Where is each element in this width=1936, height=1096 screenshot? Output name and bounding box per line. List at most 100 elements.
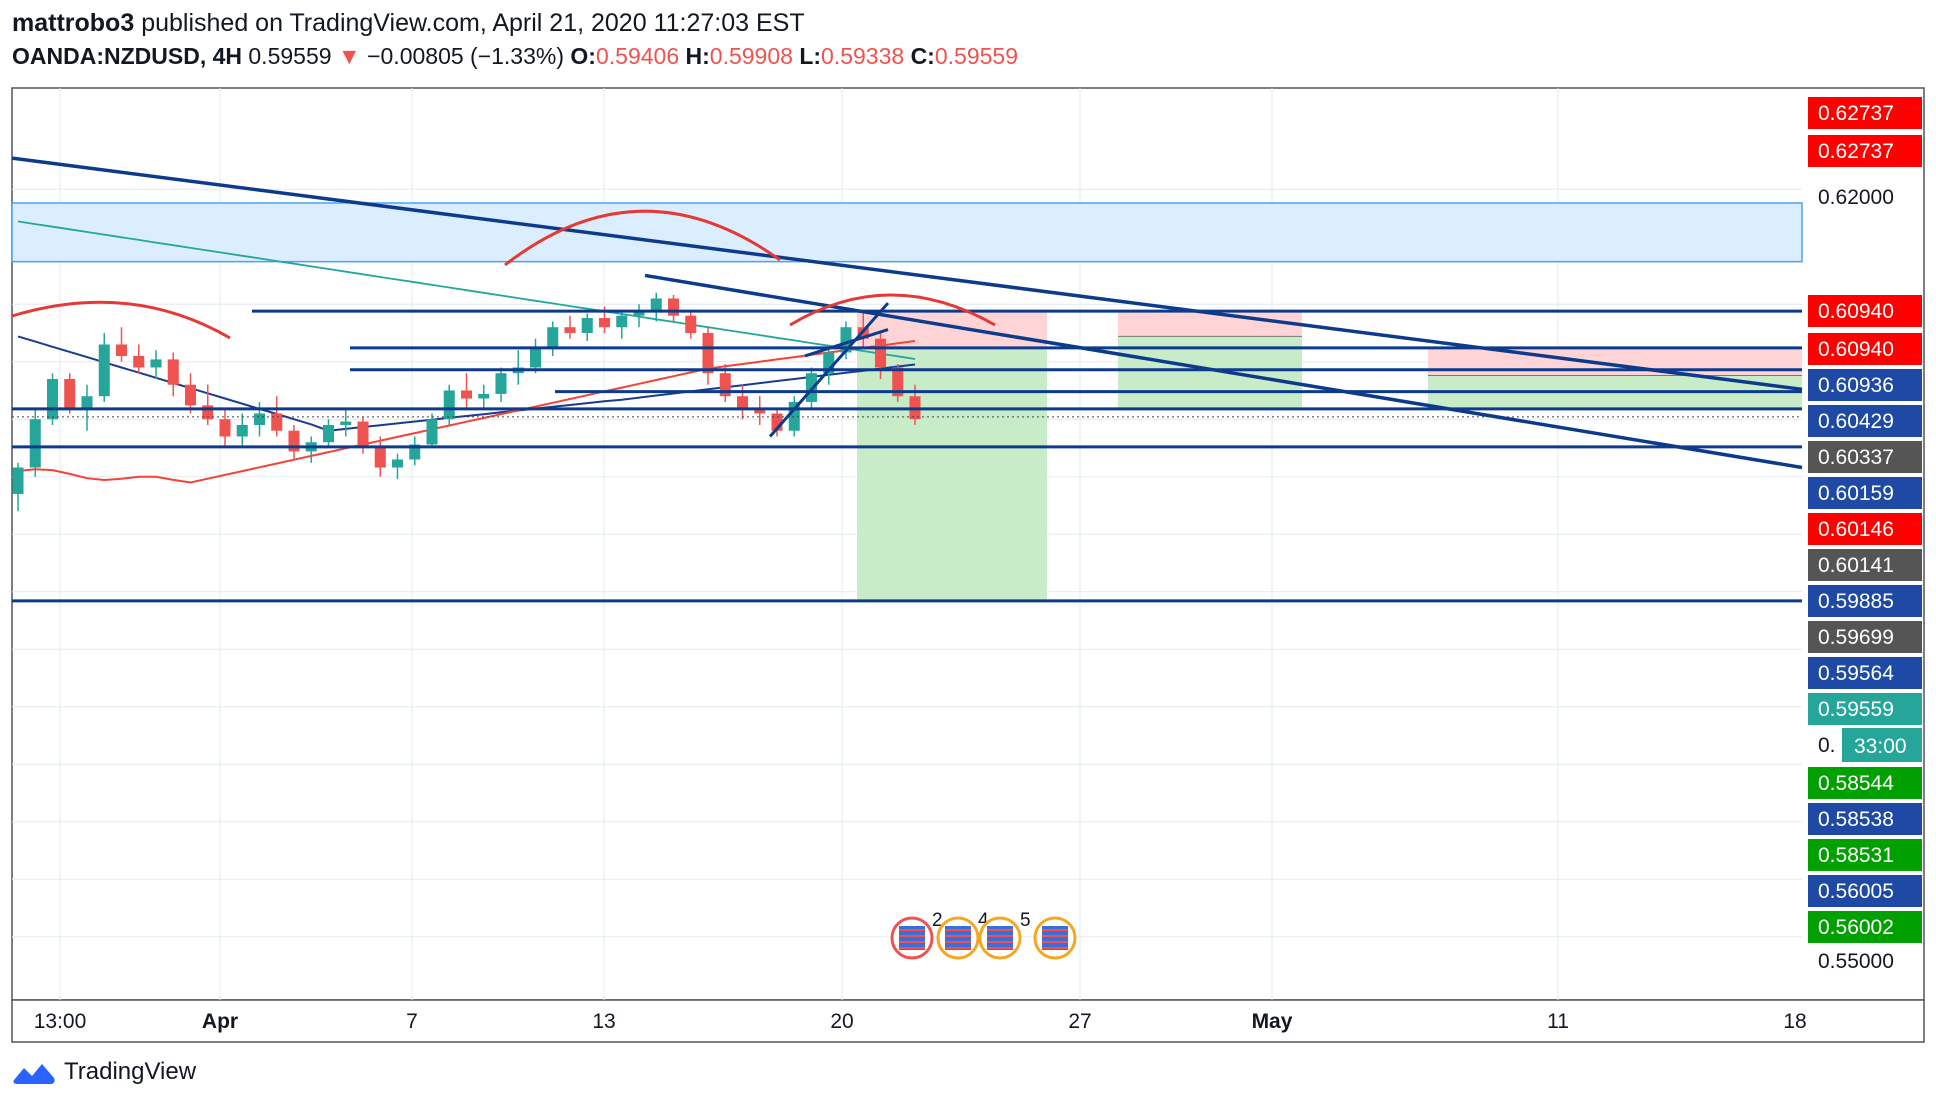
candle [219, 407, 231, 448]
economic-event-flag-icon: 4 [936, 910, 989, 960]
long-trendline [11, 156, 1803, 392]
wedge-lower-line [768, 302, 890, 438]
candle [616, 309, 628, 339]
price-label: 0. [1818, 734, 1836, 757]
time-tick-label: 7 [406, 1010, 418, 1033]
candle-body [581, 318, 593, 333]
open-label: O: [570, 43, 596, 69]
candle [840, 321, 852, 360]
publish-line: mattrobo3 published on TradingView.com, … [12, 6, 1018, 40]
wedge-upper-line [804, 328, 889, 358]
time-tick-label: 13 [592, 1010, 615, 1033]
event-badge-count: 2 [932, 910, 943, 931]
ma-blue-line [17, 335, 916, 432]
candle [823, 347, 835, 385]
candle-body [46, 378, 59, 420]
price-label-text: 0.60337 [1818, 446, 1894, 469]
candle-body [374, 447, 386, 468]
candle-body [426, 419, 438, 445]
candle [443, 384, 455, 425]
price-label-bg [1808, 135, 1922, 167]
candle [374, 436, 386, 477]
price-label: 0.60146 [1808, 513, 1922, 545]
price-label-text: 0.60146 [1818, 518, 1894, 541]
candle [547, 321, 559, 356]
low-value: 0.59338 [821, 43, 905, 69]
price-label: 0.58544 [1808, 767, 1922, 799]
candle-body [167, 359, 179, 385]
candle [702, 327, 714, 385]
candle [650, 292, 662, 322]
candle [391, 453, 404, 480]
position-3-stop-zone [1428, 347, 1802, 376]
price-label-text: 0.62737 [1818, 140, 1894, 163]
price-label: 0.62737 [1808, 135, 1922, 167]
position-2-stop-zone [1118, 311, 1302, 337]
tradingview-footer: TradingView [12, 1058, 196, 1086]
low-label: L: [799, 43, 822, 69]
candle [12, 462, 24, 512]
candle-body [409, 444, 421, 460]
price-label: 0.59885 [1808, 585, 1922, 617]
head-arc [504, 209, 781, 267]
candle-body [460, 390, 473, 399]
candle-body [892, 367, 904, 397]
price-label-text: 0.59564 [1818, 662, 1894, 685]
price-label-text: 0.56005 [1818, 880, 1894, 903]
candle-body [391, 459, 404, 468]
price-label-bg [1808, 405, 1922, 437]
price-label-text: 0. [1818, 734, 1836, 757]
candle [340, 407, 352, 437]
candle-body [115, 344, 128, 356]
candle [771, 407, 783, 437]
event-badge-count: 4 [978, 910, 989, 931]
price-label: 0.58538 [1808, 803, 1922, 835]
candle-body [495, 373, 507, 394]
event-badge-count: 5 [1020, 910, 1031, 931]
candle-body [840, 327, 852, 353]
price-label: 0.60337 [1808, 441, 1922, 473]
candle [115, 327, 128, 362]
time-tick-label: 13:00 [34, 1010, 87, 1033]
candle-body [98, 344, 110, 397]
symbol-label[interactable]: OANDA:NZDUSD, 4H [12, 43, 242, 69]
down-arrow-icon: ▼ [337, 43, 361, 69]
position-1-target-zone [857, 350, 1047, 601]
price-change: −0.00805 (−1.33%) [367, 43, 565, 69]
candle [64, 373, 76, 414]
candle-body [616, 315, 628, 328]
candle-body [29, 419, 41, 468]
candle [667, 295, 680, 322]
time-tick-label: 18 [1783, 1010, 1806, 1033]
author-name[interactable]: mattrobo3 [12, 9, 135, 37]
candle-body [719, 373, 731, 397]
time-tick-label: Apr [202, 1010, 238, 1033]
price-label: 0.62737 [1808, 97, 1922, 129]
candle-body [478, 393, 490, 399]
candle-body [202, 405, 214, 420]
price-label: 0.59559 [1808, 693, 1922, 725]
candle-body [564, 327, 576, 333]
candle-body [685, 315, 697, 333]
price-label-text: 0.60940 [1818, 300, 1894, 323]
price-label-bg [1808, 441, 1922, 473]
candle [685, 309, 697, 339]
candle [322, 419, 335, 448]
candle [529, 338, 542, 374]
published-text: published on TradingView.com, April 21, … [141, 9, 805, 37]
candle-body [874, 338, 887, 368]
price-label-text: 0.55000 [1818, 950, 1894, 973]
close-value: 0.59559 [934, 43, 1018, 69]
candle-body [443, 390, 455, 420]
candle [564, 315, 576, 339]
price-label-bg [1808, 803, 1922, 835]
price-label-bg [1808, 549, 1922, 581]
price-label: 0.60936 [1808, 369, 1922, 401]
ma-red-line [17, 340, 916, 484]
footer-brand[interactable]: TradingView [64, 1058, 197, 1085]
price-label-bg [1808, 767, 1922, 799]
price-label: 0.58531 [1808, 839, 1922, 871]
open-value: 0.59406 [595, 43, 680, 69]
candle-body [219, 419, 231, 437]
